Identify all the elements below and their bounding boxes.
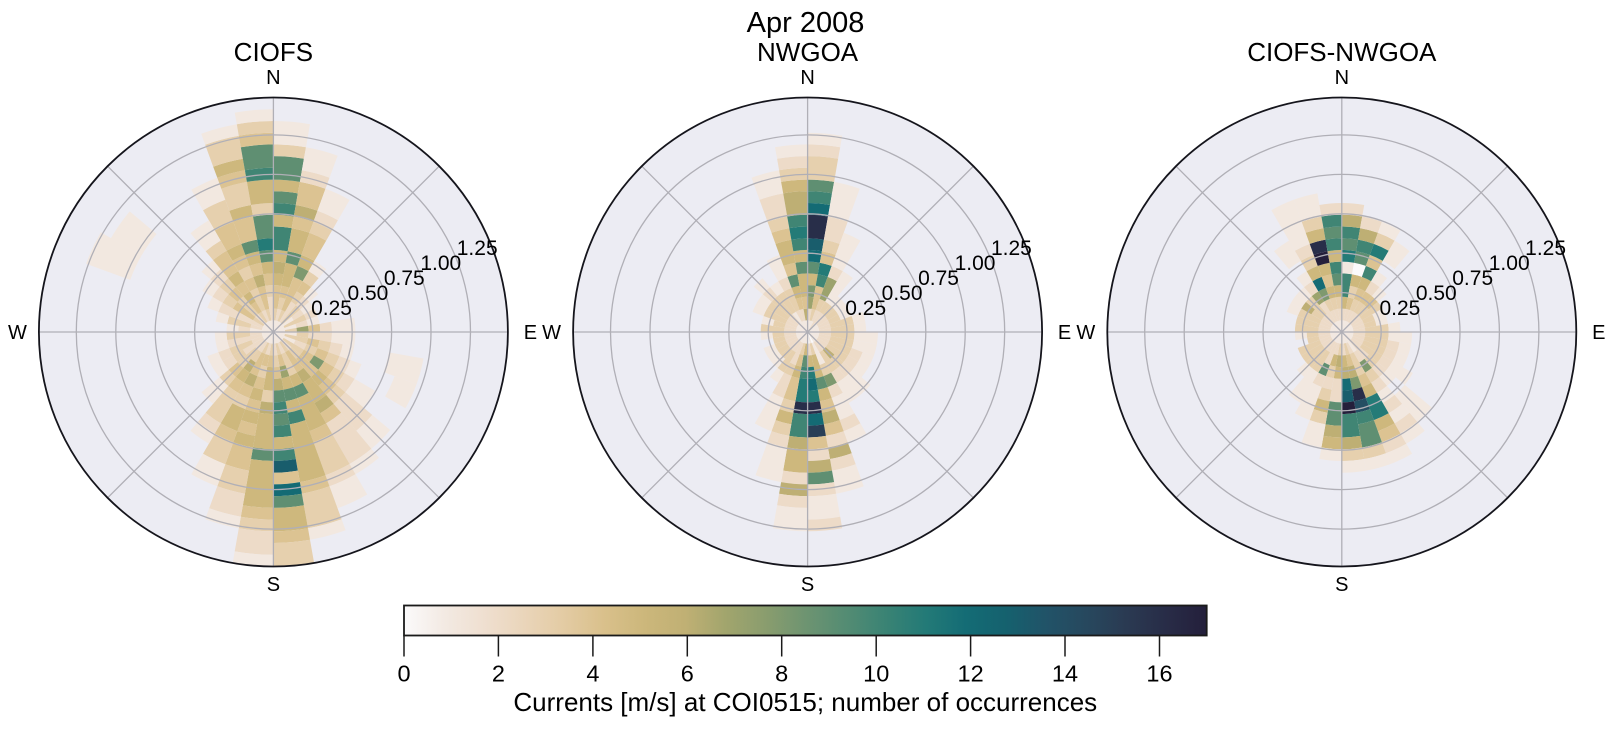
svg-text:N: N (266, 67, 280, 89)
svg-text:CIOFS-NWGOA: CIOFS-NWGOA (1247, 37, 1437, 67)
svg-text:0.25: 0.25 (845, 297, 886, 320)
svg-text:S: S (267, 574, 280, 596)
svg-text:0.50: 0.50 (882, 282, 923, 305)
svg-text:E: E (1592, 322, 1605, 344)
svg-text:0.25: 0.25 (311, 297, 352, 320)
svg-text:W: W (8, 322, 27, 344)
svg-text:14: 14 (1052, 661, 1078, 687)
svg-text:0.75: 0.75 (384, 267, 425, 290)
svg-text:1.25: 1.25 (991, 237, 1032, 260)
svg-text:S: S (1335, 574, 1348, 596)
svg-text:0.75: 0.75 (1452, 267, 1493, 290)
svg-text:W: W (542, 322, 561, 344)
svg-text:CIOFS: CIOFS (234, 37, 313, 67)
svg-text:1.00: 1.00 (1489, 252, 1530, 275)
svg-text:0.75: 0.75 (918, 267, 959, 290)
svg-text:0.25: 0.25 (1379, 297, 1420, 320)
svg-text:16: 16 (1146, 661, 1172, 687)
svg-text:10: 10 (863, 661, 889, 687)
svg-text:NWGOA: NWGOA (757, 37, 859, 67)
svg-text:0.50: 0.50 (1416, 282, 1457, 305)
svg-text:1.25: 1.25 (1525, 237, 1566, 260)
svg-text:12: 12 (958, 661, 984, 687)
svg-text:E: E (1058, 322, 1071, 344)
svg-text:8: 8 (775, 661, 788, 687)
svg-text:0: 0 (397, 661, 410, 687)
svg-text:S: S (801, 574, 814, 596)
svg-text:N: N (1335, 67, 1349, 89)
svg-text:1.00: 1.00 (955, 252, 996, 275)
svg-text:N: N (800, 67, 814, 89)
svg-text:4: 4 (586, 661, 599, 687)
svg-text:Currents [m/s] at COI0515; num: Currents [m/s] at COI0515; number of occ… (513, 687, 1097, 717)
svg-text:Apr 2008: Apr 2008 (747, 7, 865, 39)
svg-text:1.00: 1.00 (420, 252, 461, 275)
svg-text:6: 6 (681, 661, 694, 687)
svg-text:E: E (524, 322, 537, 344)
svg-text:W: W (1076, 322, 1095, 344)
svg-text:0.50: 0.50 (347, 282, 388, 305)
svg-text:2: 2 (492, 661, 505, 687)
svg-text:1.25: 1.25 (457, 237, 498, 260)
